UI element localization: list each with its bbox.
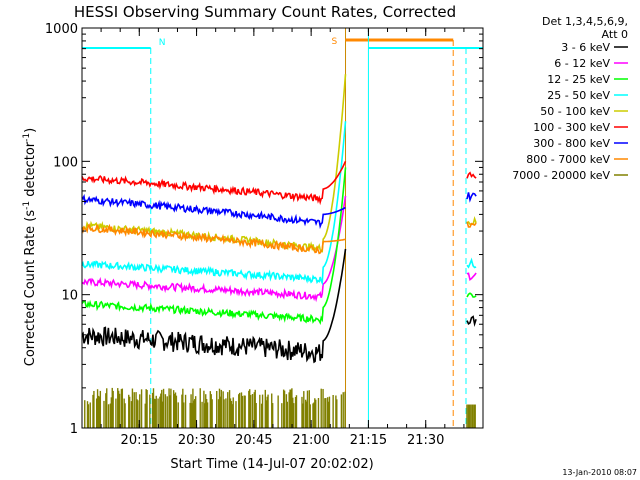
saa-label: S [332, 37, 338, 47]
series-line [81, 195, 347, 303]
legend-label: 7000 - 20000 keV [512, 169, 610, 182]
x-tick-label: 21:30 [407, 433, 444, 448]
series-line [81, 223, 346, 255]
series-line [81, 193, 346, 230]
series-tail [466, 171, 477, 179]
x-tick-label: 20:45 [235, 433, 272, 448]
series-tail [466, 221, 477, 228]
series-line [81, 121, 347, 286]
night-label: N [159, 38, 166, 48]
legend-header: Att 0 [602, 28, 628, 41]
series-line [81, 160, 347, 206]
legend-label: 800 - 7000 keV [526, 153, 610, 166]
y-axis-label: Corrected Count Rate (s-1 detector-1) [22, 128, 38, 366]
series-tail [466, 315, 477, 328]
y-tick-label: 1000 [45, 22, 78, 37]
legend-label: 300 - 800 keV [533, 137, 610, 150]
legend-label: 100 - 300 keV [533, 121, 610, 134]
x-axis-label: Start Time (14-Jul-07 20:02:02) [170, 457, 373, 472]
series-line [81, 167, 347, 325]
chart-title: HESSI Observing Summary Count Rates, Cor… [74, 3, 456, 21]
series-tail [466, 257, 477, 269]
y-tick-label: 10 [61, 289, 78, 304]
y-tick-label: 1 [70, 422, 78, 437]
x-tick-label: 21:15 [350, 433, 387, 448]
series-tail [466, 292, 477, 298]
series-line [81, 248, 347, 364]
legend: Det 1,3,4,5,6,9,Att 03 - 6 keV 6 - 12 keV… [512, 15, 628, 182]
series-line [81, 74, 347, 253]
legend-label: 3 - 6 keV [561, 41, 610, 54]
series-tail [466, 272, 477, 281]
y-tick-label: 100 [53, 155, 78, 170]
legend-header: Det 1,3,4,5,6,9, [542, 15, 628, 28]
legend-label: 6 - 12 keV [554, 57, 610, 70]
x-tick-label: 20:30 [178, 433, 215, 448]
legend-label: 25 - 50 keV [547, 89, 610, 102]
series-tail [466, 192, 477, 203]
x-tick-label: 20:15 [121, 433, 158, 448]
plot-frame [81, 27, 484, 429]
legend-label: 50 - 100 keV [540, 105, 610, 118]
footer-timestamp: 13-Jan-2010 08:07 [562, 468, 637, 477]
x-tick-label: 21:00 [292, 433, 329, 448]
legend-label: 12 - 25 keV [547, 73, 610, 86]
